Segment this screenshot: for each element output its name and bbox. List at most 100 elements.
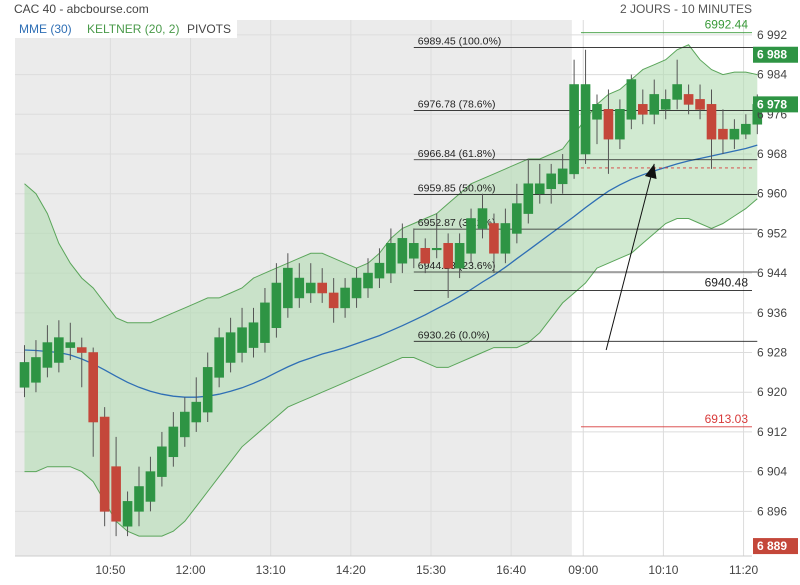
candle [649, 79, 660, 125]
candle [534, 163, 545, 204]
candle [500, 208, 511, 264]
candle-body [523, 183, 534, 214]
y-tick-label: 6 944 [757, 266, 787, 280]
candle [31, 340, 41, 393]
candle [672, 59, 682, 110]
candle-body [557, 168, 568, 185]
candle-body [180, 411, 190, 438]
candle [317, 268, 328, 303]
x-tick-label: 11:20 [729, 563, 758, 577]
candle-body [237, 327, 247, 353]
trend-arrow [605, 163, 657, 351]
candle-body [374, 262, 385, 279]
candle [76, 337, 87, 388]
candles [19, 49, 763, 537]
candle-body [214, 337, 224, 378]
price-badge: 6 889 [753, 538, 798, 555]
candle [512, 183, 522, 244]
legend-pivots[interactable]: PIVOTS [187, 22, 231, 36]
candle [363, 258, 373, 298]
candle [88, 347, 98, 457]
candle-body [603, 109, 614, 140]
candle-body [637, 104, 648, 115]
candle [111, 436, 121, 537]
candle [374, 248, 385, 288]
level-lines: 6992.44 6940.48 6913.03 [413, 18, 752, 428]
y-tick-label: 6 912 [757, 425, 787, 439]
x-axis: 10:50 12:00 13:10 14:20 15:30 16:40 09:00 10:10… [95, 563, 758, 577]
candle-body [294, 277, 305, 299]
candle [431, 213, 442, 259]
y-tick-label: 6 984 [757, 68, 787, 82]
candle [569, 59, 579, 179]
candle-body [31, 357, 41, 383]
level-label-resistance: 6992.44 [705, 18, 749, 32]
candle [145, 456, 156, 512]
candle [706, 89, 717, 169]
candle-body [615, 109, 625, 140]
candle-body [351, 277, 362, 299]
candle-body [65, 342, 76, 348]
candle [741, 114, 751, 140]
candle-body [706, 104, 717, 140]
candle-body [546, 173, 557, 190]
candle [489, 213, 499, 274]
candle [260, 288, 270, 353]
candle-body [202, 367, 213, 413]
candle [660, 89, 671, 120]
candle [202, 352, 213, 422]
candle [580, 49, 591, 164]
candle-body [534, 183, 545, 195]
candle [408, 228, 419, 269]
legend-ema[interactable]: MME (30) [19, 22, 72, 36]
candle-body [626, 79, 637, 120]
candle [420, 238, 431, 274]
candle-body [431, 247, 442, 251]
candle [454, 233, 465, 279]
candle [294, 263, 305, 308]
candle-body [443, 243, 453, 269]
candle-body [88, 352, 98, 423]
candle [168, 412, 179, 467]
price-badge: 6 988 [753, 46, 798, 63]
y-tick-label: 6 936 [757, 306, 787, 320]
price-badge: 6 978 [753, 96, 798, 113]
candle [477, 193, 488, 239]
y-tick-label: 6 952 [757, 226, 787, 240]
candle-body [477, 208, 488, 229]
candle-body [260, 302, 270, 343]
candle-body [363, 272, 373, 289]
candle [191, 377, 202, 432]
candle-body [111, 466, 121, 522]
candle-body [489, 223, 499, 254]
x-tick-label: 12:00 [176, 563, 206, 577]
candle [180, 397, 190, 447]
candle [557, 154, 568, 194]
candle [546, 163, 557, 204]
candle [637, 89, 648, 125]
candle-body [500, 223, 511, 254]
candle-body [386, 243, 396, 274]
candle-body [168, 426, 179, 458]
level-label-pivot: 6940.48 [705, 276, 749, 290]
candle [283, 253, 293, 318]
fib-label: 6930.26 (0.0%) [418, 329, 490, 341]
price-badge-label: 6 988 [757, 48, 787, 62]
candle-body [729, 128, 740, 140]
candle [615, 99, 625, 150]
candle [305, 263, 316, 303]
candle-body [145, 471, 156, 502]
arrow-head [644, 163, 657, 179]
candle-body [569, 84, 579, 175]
price-badges: 6 988 6 978 6 889 [753, 46, 798, 555]
fib-label: 6952.87 (38.2%) [418, 217, 496, 229]
candle-body [19, 362, 30, 388]
fibonacci-lines: 6989.45 (100.0%) 6976.78 (78.6%) 6966.84 (… [413, 36, 758, 342]
candle [54, 320, 64, 373]
candle-body [99, 416, 110, 512]
legend-keltner[interactable]: KELTNER (20, 2) [87, 22, 179, 36]
y-tick-label: 6 928 [757, 346, 787, 360]
candle-body [466, 218, 476, 254]
fib-label: 6959.85 (50.0%) [418, 182, 496, 194]
